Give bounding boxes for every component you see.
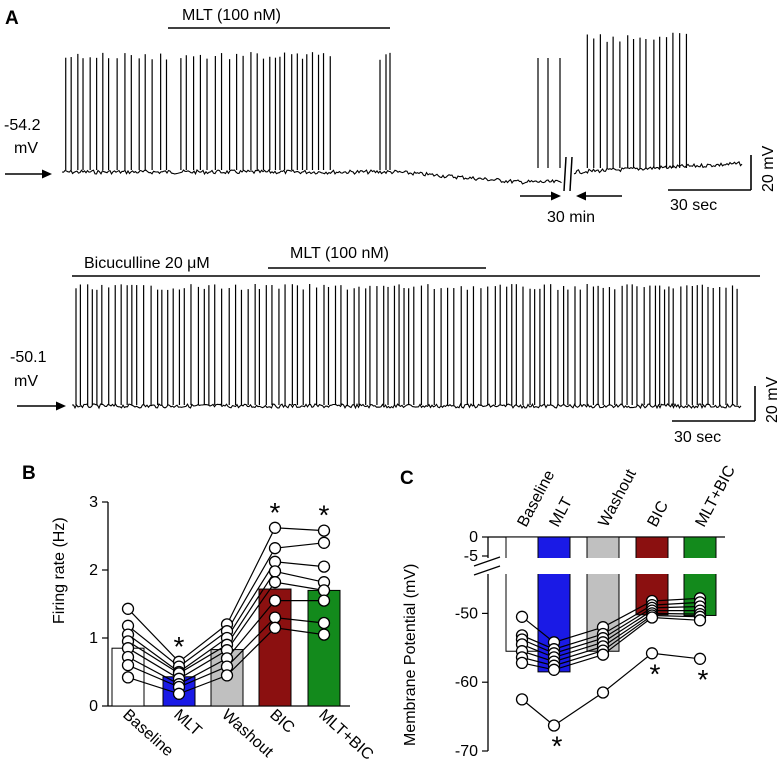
gap-arrowhead-right (576, 191, 586, 201)
resting-unit-bottom: mV (14, 373, 38, 390)
gap-mark-right (569, 156, 573, 192)
scale-x-label-bottom: 30 sec (674, 429, 721, 446)
panel-b-label: B (22, 463, 36, 484)
resting-unit-top: mV (14, 140, 38, 157)
significance-star: * (174, 631, 185, 662)
significance-star: * (319, 500, 330, 531)
spike-train-top-right (537, 32, 688, 168)
subject-point (693, 614, 707, 627)
gap-arrowhead-left (551, 191, 561, 201)
subject-point (317, 628, 331, 641)
voltage-trace-top-left (61, 169, 562, 185)
resting-arrowhead-top (42, 169, 52, 179)
category-label: MLT+BIC (315, 706, 376, 763)
y-tick-label: 1 (89, 630, 98, 647)
subject-point (515, 656, 529, 670)
subject-point (693, 652, 707, 665)
spike-train-top-left (65, 52, 391, 170)
subject-point (317, 536, 331, 549)
significance-star: * (552, 731, 563, 762)
resting-value-top: -54.2 (4, 117, 41, 134)
significance-star: * (698, 664, 709, 695)
category-label: BIC (645, 498, 673, 530)
subject-point (121, 602, 135, 615)
significance-star: * (650, 658, 661, 689)
category-label: Washout (596, 466, 641, 530)
scale-x-label-top: 30 sec (670, 197, 717, 214)
category-label: Washout (218, 706, 276, 761)
category-label: BIC (266, 706, 297, 736)
scale-y-label-top: 20 mV (760, 145, 777, 192)
subject-point (547, 719, 561, 732)
bar-mlt-bic (307, 589, 341, 707)
subject-point (317, 594, 331, 607)
mlt-label-top: MLT (100 nM) (182, 7, 281, 24)
subject-point (121, 671, 135, 684)
panel-a-label: A (5, 8, 19, 29)
subject-point (268, 576, 282, 589)
y-tick-label: 2 (89, 562, 98, 579)
gap-label: 30 min (547, 209, 595, 226)
panel-c-label: C (400, 468, 414, 489)
panel-b-y-axis-title: Firing rate (Hz) (51, 517, 68, 624)
subject-point (268, 565, 282, 578)
y-tick-label: -50 (455, 605, 478, 622)
axis-break-band (470, 558, 760, 574)
bar-bic (258, 588, 292, 707)
resting-value-bottom: -50.1 (10, 349, 47, 366)
subject-point (220, 669, 234, 682)
category-label: MLT (170, 706, 204, 739)
category-label: MLT+BIC (693, 463, 739, 530)
subject-point (645, 611, 659, 624)
y-tick-label: 0 (469, 529, 478, 546)
subject-point (268, 594, 282, 607)
gap-mark-left (563, 156, 567, 192)
y-tick-label: 0 (89, 698, 98, 715)
subject-point (645, 647, 659, 660)
subject-point (268, 611, 282, 624)
axis-break-mark (473, 556, 501, 567)
subject-point (547, 663, 561, 676)
subject-point (317, 584, 331, 597)
subject-point (317, 616, 331, 630)
y-tick-label: -60 (455, 674, 478, 691)
subject-point (121, 659, 135, 672)
subject-point (172, 687, 186, 700)
voltage-trace-top-right (573, 160, 743, 175)
voltage-trace-bottom (72, 402, 742, 410)
spike-train-bottom (75, 284, 738, 405)
subject-point (596, 686, 610, 699)
scale-y-label-bottom: 20 mV (764, 376, 781, 423)
subject-point (268, 621, 282, 634)
y-tick-label: 3 (89, 494, 98, 511)
y-tick-label: -5 (464, 548, 478, 565)
category-label: Baseline (119, 706, 176, 760)
bicuculline-label: Bicuculline 20 μM (84, 255, 210, 272)
mlt-label-bottom: MLT (100 nM) (290, 245, 389, 262)
subject-point (317, 560, 331, 573)
subject-point (268, 542, 282, 555)
subject-point (596, 648, 610, 661)
subject-point (317, 524, 331, 537)
subject-point (515, 693, 529, 706)
subject-point (515, 610, 529, 623)
category-label: MLT (547, 494, 577, 529)
axis-break-mark (473, 565, 501, 576)
subject-point (268, 521, 282, 534)
panel-c-y-axis-title: Membrane Potential (mV) (402, 564, 419, 746)
y-tick-label: -70 (455, 743, 478, 760)
significance-star: * (270, 497, 281, 528)
resting-arrowhead-bottom (56, 401, 66, 411)
